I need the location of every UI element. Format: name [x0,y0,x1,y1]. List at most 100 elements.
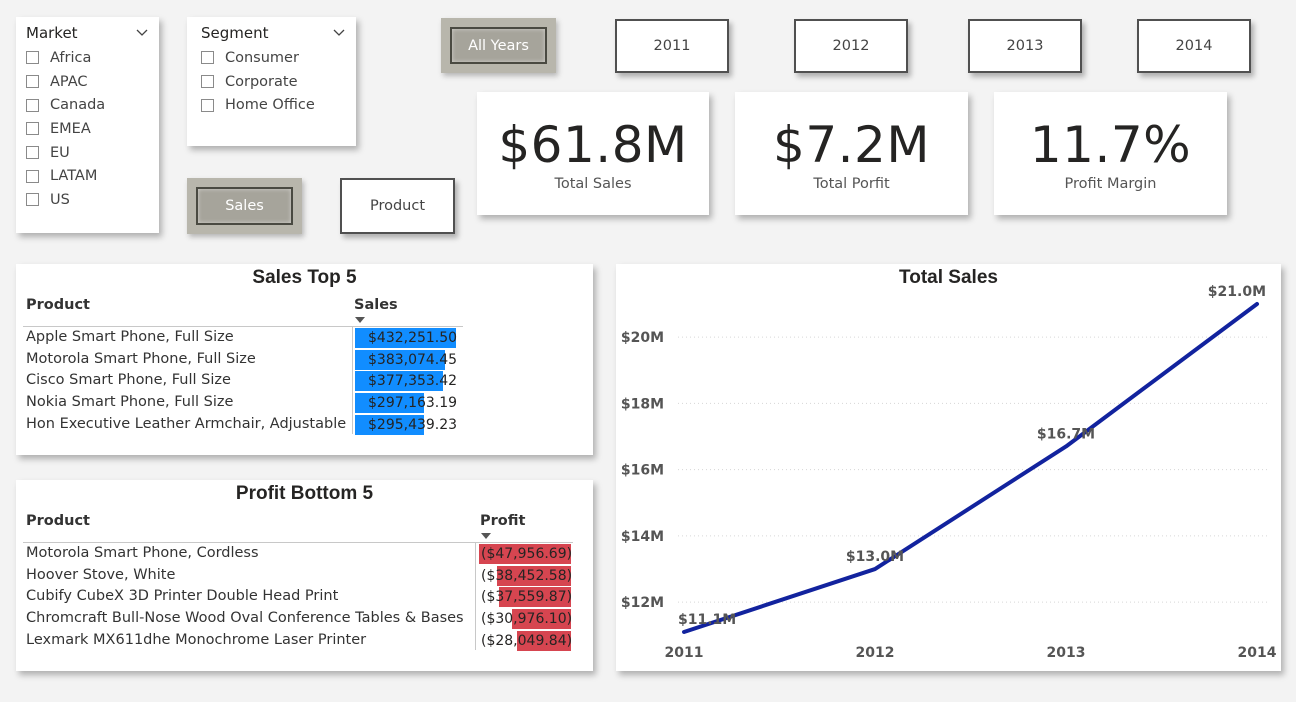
kpi-profit-margin-value: 11.7% [1029,116,1192,174]
market-option-africa[interactable]: Africa [26,46,149,70]
total-sales-chart: Total Sales $12M $14M $16M $18M $20M 2011 2012… [616,264,1281,671]
market-slicer-title: Market [26,24,78,42]
market-option-apac[interactable]: APAC [26,70,149,94]
table-row-value: ($28,049.84) [481,632,573,649]
y-tick-label: $18M [621,396,664,412]
table-row-product: Motorola Smart Phone, Cordless [26,545,259,561]
table-row-value: $432,251.50 [368,330,458,346]
data-bar [511,609,571,630]
profit-bottom5-table: Profit Bottom 5 Product Profit Motorola … [16,480,593,671]
sales-view-button[interactable]: Sales [187,178,302,234]
table-row-product: Nokia Smart Phone, Full Size [26,394,234,411]
market-option-us[interactable]: US [26,188,149,212]
data-bar [517,630,571,651]
checkbox[interactable] [201,51,214,65]
segment-slicer-title: Segment [201,24,269,42]
data-bar [497,565,571,586]
checkbox[interactable] [201,75,214,89]
table-row-value: ($47,956.69) [481,546,573,562]
data-bar [479,544,571,564]
y-tick-label: $14M [621,529,664,545]
x-tick-label: 2011 [665,645,704,661]
kpi-total-profit: $7.2M Total Porfit [735,92,968,215]
year-2014-button[interactable]: 2014 [1137,19,1251,73]
table-row-product: Motorola Smart Phone, Full Size [26,350,256,367]
checkbox[interactable] [26,169,39,183]
kpi-profit-margin: 11.7% Profit Margin [994,92,1227,215]
checkbox[interactable] [26,51,39,65]
sales-top5-title: Sales Top 5 [252,267,357,288]
segment-option-consumer[interactable]: Consumer [201,46,346,70]
data-bar [355,414,425,435]
table-row-value: ($30,976.10) [481,611,573,628]
all-years-button-label: All Years [450,27,547,64]
x-tick-label: 2012 [856,645,895,661]
data-bar [355,349,445,370]
market-option-canada[interactable]: Canada [26,93,149,117]
col-header-product[interactable]: Product [26,297,90,313]
header-divider [23,326,463,327]
kpi-profit-margin-label: Profit Margin [1064,176,1157,192]
sales-top5-table: Sales Top 5 Product Sales Apple Smart Ph… [16,264,593,455]
data-bar [498,587,571,608]
data-bar [355,371,444,392]
profit-bottom5-title: Profit Bottom 5 [235,483,374,504]
data-label: $16.7M [1037,426,1095,442]
col-header-sales[interactable]: Sales [354,297,398,313]
segment-slicer-header[interactable]: Segment [201,23,346,43]
table-row-product: Hon Executive Leather Armchair, Adjustab… [26,415,347,432]
col-header-product[interactable]: Product [26,513,90,529]
kpi-total-sales: $61.8M Total Sales [477,92,709,215]
table-row-value: $383,074.45 [368,351,458,368]
year-2013-button[interactable]: 2013 [968,19,1082,73]
product-view-button[interactable]: Product [340,178,455,234]
data-label: $11.1M [678,612,736,628]
market-option-latam[interactable]: LATAM [26,164,149,188]
table-row-value: ($37,559.87) [481,589,573,606]
checkbox[interactable] [26,75,39,89]
x-tick-label: 2013 [1047,645,1086,661]
table-row-product: Apple Smart Phone, Full Size [26,329,234,345]
table-row-product: Cisco Smart Phone, Full Size [26,372,231,389]
data-bar [355,328,456,348]
y-tick-label: $12M [621,595,664,611]
table-row-product: Cubify CubeX 3D Printer Double Head Prin… [26,588,339,605]
chevron-down-icon[interactable] [135,26,149,40]
table-row-product: Lexmark MX611dhe Monochrome Laser Printe… [26,631,367,648]
segment-option-corporate[interactable]: Corporate [201,70,346,94]
market-slicer: Market Africa APAC Canada EMEA EU LATAM … [16,17,159,233]
sort-ascending-icon[interactable] [481,533,491,539]
kpi-total-sales-label: Total Sales [554,176,632,192]
y-tick-label: $16M [621,463,664,479]
checkbox[interactable] [201,98,214,112]
kpi-total-profit-value: $7.2M [773,116,930,174]
kpi-total-sales-value: $61.8M [498,116,688,174]
series-line[interactable] [682,302,1259,634]
checkbox[interactable] [26,146,39,160]
checkbox[interactable] [26,98,39,112]
market-option-eu[interactable]: EU [26,141,149,165]
x-tick-label: 2014 [1238,645,1277,661]
market-option-emea[interactable]: EMEA [26,117,149,141]
column-divider [352,326,353,434]
year-2012-button[interactable]: 2012 [794,19,908,73]
checkbox[interactable] [26,193,39,207]
segment-option-home-office[interactable]: Home Office [201,93,346,117]
kpi-total-profit-label: Total Porfit [813,176,890,192]
table-row-value: ($38,452.58) [481,567,573,584]
chevron-down-icon[interactable] [332,26,346,40]
data-label: $21.0M [1208,284,1266,300]
sales-view-button-label: Sales [196,187,293,225]
y-tick-label: $20M [621,330,664,346]
all-years-button[interactable]: All Years [441,18,556,73]
checkbox[interactable] [26,122,39,136]
line-chart-plot[interactable]: $12M $14M $16M $18M $20M 2011 2012 2013 2014 $11.… [616,264,1281,671]
year-2011-button[interactable]: 2011 [615,19,729,73]
segment-slicer: Segment Consumer Corporate Home Office [187,17,356,146]
sort-descending-icon[interactable] [355,317,365,323]
col-header-profit[interactable]: Profit [480,513,526,529]
table-row-product: Chromcraft Bull-Nose Wood Oval Conferenc… [26,610,464,627]
table-row-product: Hoover Stove, White [26,566,176,583]
column-divider [475,542,476,650]
market-slicer-header[interactable]: Market [26,23,149,43]
